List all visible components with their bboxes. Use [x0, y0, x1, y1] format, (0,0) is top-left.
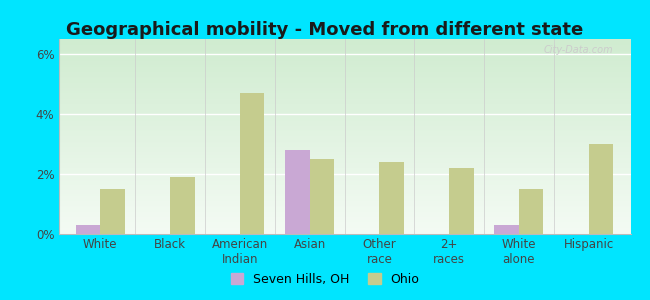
Bar: [240, 93, 265, 234]
Bar: [309, 159, 334, 234]
Bar: [285, 150, 309, 234]
Legend: Seven Hills, OH, Ohio: Seven Hills, OH, Ohio: [226, 268, 424, 291]
Bar: [495, 225, 519, 234]
Bar: [380, 162, 404, 234]
Bar: [100, 189, 125, 234]
Bar: [519, 189, 543, 234]
Text: Geographical mobility - Moved from different state: Geographical mobility - Moved from diffe…: [66, 21, 584, 39]
Bar: [589, 144, 613, 234]
Text: City-Data.com: City-Data.com: [543, 45, 614, 55]
Bar: [170, 177, 194, 234]
Bar: [449, 168, 474, 234]
Bar: [76, 225, 100, 234]
